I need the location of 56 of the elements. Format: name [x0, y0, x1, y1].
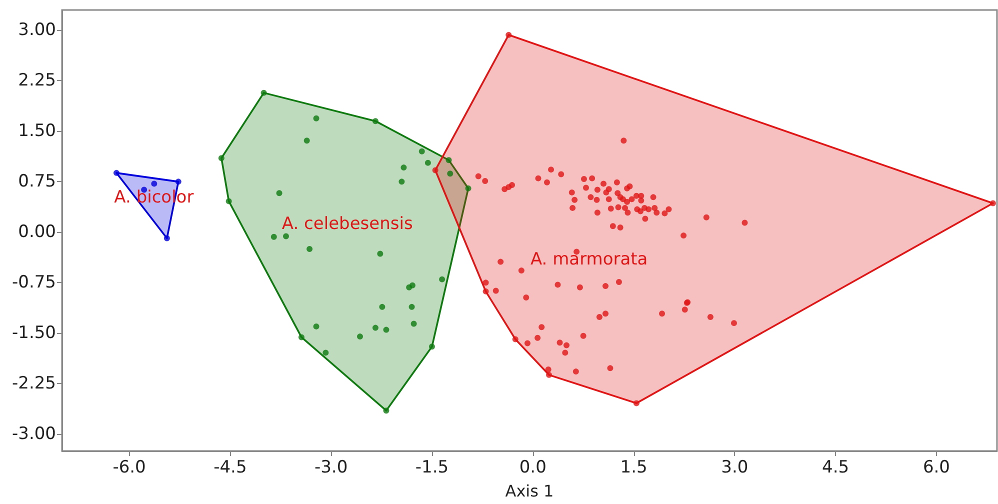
y-tick-label: 0.75: [18, 172, 56, 192]
point: [298, 334, 304, 340]
x-tick-label: -3.0: [314, 458, 348, 478]
y-tick-label: -1.50: [12, 323, 56, 344]
x-tick-label: 0.0: [519, 458, 546, 478]
point: [465, 185, 472, 192]
y-tick-label: -2.25: [12, 374, 56, 394]
x-tick-label: 6.0: [922, 458, 950, 478]
point: [313, 323, 320, 330]
x-tick-label: 3.0: [721, 458, 748, 478]
x-tick-label: -1.5: [415, 458, 449, 478]
point: [406, 284, 412, 290]
y-tick-label: -0.75: [12, 272, 56, 293]
point: [226, 198, 232, 204]
point: [428, 344, 435, 350]
annotation: A. marmorata: [530, 250, 648, 270]
point: [408, 304, 415, 310]
x-tick-label: 1.5: [620, 458, 648, 478]
x-tick-label: -4.5: [214, 458, 247, 478]
point: [400, 164, 407, 171]
point: [372, 118, 378, 124]
point: [383, 326, 390, 333]
point: [383, 408, 390, 414]
point: [283, 233, 289, 240]
point: [218, 155, 224, 162]
y-tick-label: 1.50: [18, 121, 56, 142]
point: [276, 190, 282, 196]
point: [260, 90, 267, 96]
x-axis-title: Axis 1: [505, 482, 554, 500]
point: [424, 160, 431, 166]
point: [447, 170, 454, 177]
point: [372, 324, 378, 331]
annotation: A. celebesensis: [282, 214, 413, 234]
y-tick-label: 3.00: [18, 20, 56, 40]
point: [322, 350, 329, 356]
point: [304, 138, 310, 144]
point: [313, 115, 320, 122]
point: [356, 334, 363, 340]
point: [175, 178, 182, 185]
y-tick-label: -3.00: [12, 424, 56, 444]
point: [379, 304, 386, 310]
x-tick-label: 4.5: [822, 458, 850, 478]
point: [164, 235, 170, 242]
point: [113, 170, 120, 176]
point: [377, 250, 384, 257]
point: [446, 157, 452, 164]
point: [410, 320, 417, 327]
y-tick-label: 2.25: [18, 70, 56, 91]
point: [398, 178, 405, 185]
point: [151, 180, 158, 187]
point: [306, 246, 313, 252]
point: [439, 276, 446, 282]
y-tick-label: 0.00: [18, 222, 56, 242]
point: [418, 148, 425, 154]
x-tick-label: -6.0: [112, 458, 146, 478]
point: [270, 234, 277, 240]
